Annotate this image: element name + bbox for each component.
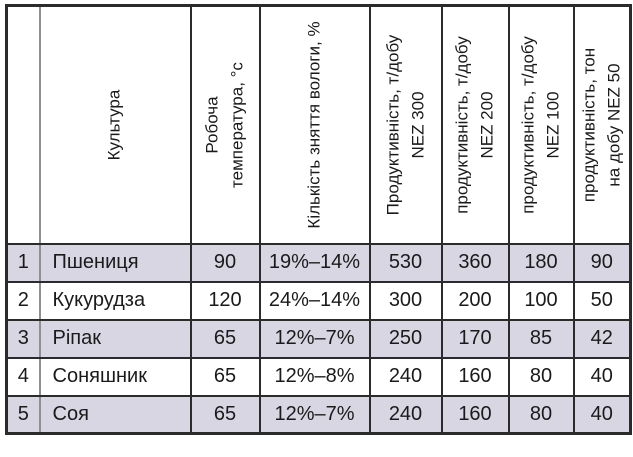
cell-nez100: 85 (507, 318, 575, 359)
rotated-header: Кількість зняття вологи, % (261, 8, 369, 242)
cell-row-number: 1 (5, 242, 41, 283)
header-row: Культура Робоча температура, °с (5, 4, 632, 245)
cell-culture: Ріпак (38, 318, 192, 359)
table-row-3: 3 Ріпак 65 12%–7% 250 170 85 42 (5, 318, 632, 359)
cell-row-number: 3 (5, 318, 41, 359)
cell-nez300: 300 (368, 280, 443, 321)
cell-nez200: 360 (440, 242, 510, 283)
cell-moisture: 12%–7% (258, 394, 371, 435)
rotated-header: продуктивність, т/добу NEZ 200 (443, 8, 508, 242)
header-label: Культура (104, 89, 124, 161)
rotated-header: продуктивність, тон на добу NEZ 50 (575, 8, 630, 242)
header-label: Кількість зняття вологи, % (304, 21, 324, 229)
cell-nez100: 80 (507, 394, 575, 435)
cell-culture: Пшениця (38, 242, 192, 283)
table-row-1: 1 Пшениця 90 19%–14% 530 360 180 90 (5, 242, 632, 283)
table-row-5: 5 Соя 65 12%–7% 240 160 80 40 (5, 394, 632, 435)
cell-nez100: 180 (507, 242, 575, 283)
crops-drying-productivity-table: Культура Робоча температура, °с (5, 4, 632, 435)
cell-nez200: 160 (440, 356, 510, 397)
rotated-header: Продуктивність, т/добу NEZ 300 (371, 8, 441, 242)
column-header-nez100: продуктивність, т/добу NEZ 100 (507, 4, 575, 245)
table-row-2: 2 Кукурудза 120 24%–14% 300 200 100 50 (5, 280, 632, 321)
cell-nez50: 40 (572, 394, 632, 435)
header-label-line2: NEZ 100 (543, 91, 562, 159)
cell-nez300: 250 (368, 318, 443, 359)
header-label: продуктивність, тон (579, 47, 599, 202)
column-header-nez300: Продуктивність, т/добу NEZ 300 (368, 4, 443, 245)
cell-temperature: 90 (189, 242, 261, 283)
cell-culture: Соя (38, 394, 192, 435)
cell-nez100: 100 (507, 280, 575, 321)
cell-moisture: 24%–14% (258, 280, 371, 321)
header-label-line2: на добу NEZ 50 (603, 63, 623, 187)
column-header-index (5, 4, 41, 245)
cell-moisture: 12%–7% (258, 318, 371, 359)
header-label: продуктивність, т/добу (452, 35, 472, 214)
cell-temperature: 65 (189, 356, 261, 397)
column-header-moisture-removal: Кількість зняття вологи, % (258, 4, 371, 245)
table-row-4: 4 Соняшник 65 12%–8% 240 160 80 40 (5, 356, 632, 397)
cell-nez100: 80 (507, 356, 575, 397)
cell-row-number: 2 (5, 280, 41, 321)
cell-culture: Соняшник (38, 356, 192, 397)
cell-moisture: 19%–14% (258, 242, 371, 283)
header-label-line2: температура, °с (227, 61, 246, 188)
rotated-header: продуктивність, т/добу NEZ 100 (510, 8, 573, 242)
cell-nez50: 90 (572, 242, 632, 283)
cell-nez200: 200 (440, 280, 510, 321)
table-body: 1 Пшениця 90 19%–14% 530 360 180 90 2 Ку… (5, 242, 632, 435)
header-label: продуктивність, т/добу (518, 35, 538, 214)
cell-nez300: 530 (368, 242, 443, 283)
table-header: Культура Робоча температура, °с (5, 4, 632, 245)
cell-culture: Кукурудза (38, 280, 192, 321)
cell-nez200: 160 (440, 394, 510, 435)
cell-nez50: 50 (572, 280, 632, 321)
column-header-nez200: продуктивність, т/добу NEZ 200 (440, 4, 510, 245)
cell-row-number: 5 (5, 394, 41, 435)
header-label-line2: NEZ 300 (407, 91, 427, 159)
cell-moisture: 12%–8% (258, 356, 371, 397)
rotated-header: Робоча температура, °с (192, 8, 259, 242)
column-header-culture: Культура (38, 4, 192, 245)
cell-row-number: 4 (5, 356, 41, 397)
cell-nez50: 40 (572, 356, 632, 397)
header-label: Продуктивність, т/добу (382, 34, 402, 216)
cell-nez300: 240 (368, 394, 443, 435)
cell-nez50: 42 (572, 318, 632, 359)
cell-temperature: 65 (189, 318, 261, 359)
column-header-nez50: продуктивність, тон на добу NEZ 50 (572, 4, 632, 245)
column-header-working-temperature: Робоча температура, °с (189, 4, 261, 245)
header-label: Робоча (202, 96, 222, 154)
cell-temperature: 120 (189, 280, 261, 321)
rotated-header: Культура (41, 8, 190, 242)
header-label-line2: NEZ 200 (477, 91, 496, 159)
cell-nez200: 170 (440, 318, 510, 359)
cell-temperature: 65 (189, 394, 261, 435)
cell-nez300: 240 (368, 356, 443, 397)
